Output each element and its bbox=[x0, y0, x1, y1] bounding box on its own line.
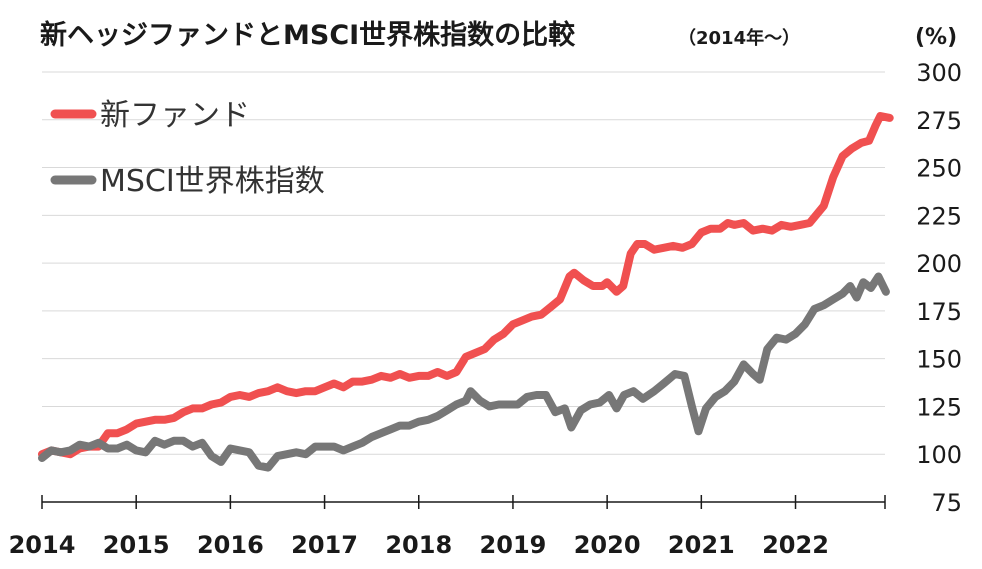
x-tick-2019: 2019 bbox=[480, 531, 547, 559]
y-tick-250: 250 bbox=[916, 155, 962, 183]
x-tick-2020: 2020 bbox=[574, 531, 641, 559]
chart-subtitle: （2014年〜） bbox=[678, 27, 800, 49]
x-tick-2017: 2017 bbox=[291, 531, 358, 559]
legend-label-fund: 新ファンド bbox=[100, 98, 250, 133]
x-tick-2014: 2014 bbox=[9, 531, 76, 559]
y-tick-175: 175 bbox=[916, 298, 962, 326]
y-tick-200: 200 bbox=[916, 250, 962, 278]
y-tick-100: 100 bbox=[916, 441, 962, 469]
series-line-fund bbox=[38, 112, 894, 459]
gridlines bbox=[42, 71, 885, 455]
y-tick-125: 125 bbox=[916, 393, 962, 421]
y-tick-labels: 300 275 250 225 200 175 150 125 100 75 bbox=[916, 59, 962, 517]
series-line-msci bbox=[38, 272, 890, 472]
x-tick-2015: 2015 bbox=[103, 531, 170, 559]
chart-title: 新ヘッジファンドとMSCI世界株指数の比較 bbox=[40, 19, 576, 51]
legend: 新ファンド MSCI世界株指数 bbox=[50, 98, 325, 199]
y-tick-75: 75 bbox=[931, 489, 962, 517]
y-unit-label: (%) bbox=[915, 25, 957, 50]
x-tick-2016: 2016 bbox=[197, 531, 264, 559]
y-tick-275: 275 bbox=[916, 107, 962, 135]
x-tick-2022: 2022 bbox=[762, 531, 829, 559]
x-axis: 2014 2015 2016 2017 2018 2019 2020 2021 2022 bbox=[9, 495, 886, 559]
legend-label-msci: MSCI世界株指数 bbox=[100, 164, 325, 199]
series-lines bbox=[38, 112, 894, 472]
y-tick-150: 150 bbox=[916, 346, 962, 374]
y-tick-300: 300 bbox=[916, 59, 962, 87]
x-tick-2018: 2018 bbox=[385, 531, 452, 559]
x-tick-2021: 2021 bbox=[668, 531, 735, 559]
y-tick-225: 225 bbox=[916, 202, 962, 230]
